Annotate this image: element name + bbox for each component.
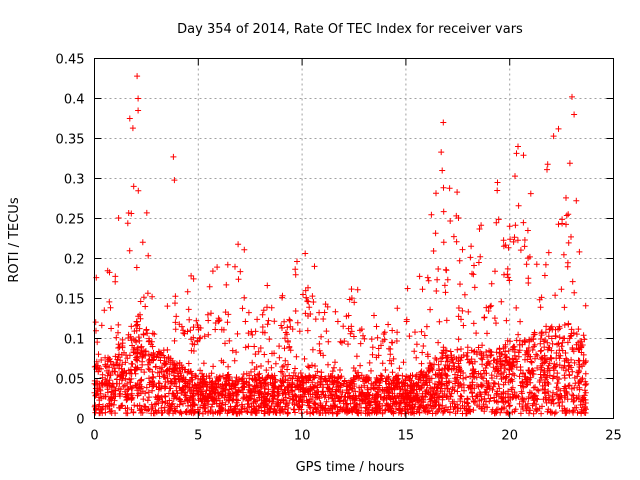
x-tick-label: 25 xyxy=(605,429,622,444)
y-axis-label: ROTI / TECUs xyxy=(7,197,22,282)
plot-frame xyxy=(94,58,614,419)
x-axis-label: GPS time / hours xyxy=(296,460,405,475)
x-tick-labels: 0 5 10 15 20 25 xyxy=(90,429,621,444)
x-tick-label: 5 xyxy=(194,429,202,444)
y-tick-label: 0.2 xyxy=(64,253,85,268)
x-tick-label: 10 xyxy=(294,429,311,444)
x-tick-label: 20 xyxy=(501,429,518,444)
x-tick-label: 0 xyxy=(90,429,98,444)
y-tick-label: 0 xyxy=(76,413,84,428)
y-tick-label: 0.3 xyxy=(64,173,85,188)
y-tick-label: 0.4 xyxy=(64,93,85,108)
y-tick-label: 0.35 xyxy=(56,133,85,148)
scatter-markers xyxy=(91,73,590,417)
y-tick-label: 0.1 xyxy=(64,333,85,348)
chart-title: Day 354 of 2014, Rate Of TEC Index for r… xyxy=(177,22,523,37)
y-tick-label: 0.15 xyxy=(56,293,85,308)
y-tick-label: 0.05 xyxy=(56,373,85,388)
axis-ticks xyxy=(94,58,614,419)
x-tick-label: 15 xyxy=(398,429,415,444)
y-tick-label: 0.25 xyxy=(56,213,85,228)
y-tick-label: 0.45 xyxy=(56,53,85,68)
data-points xyxy=(91,73,590,417)
y-tick-labels: 0 0.05 0.1 0.15 0.2 0.25 0.3 0.35 0.4 0.45 xyxy=(56,53,85,428)
